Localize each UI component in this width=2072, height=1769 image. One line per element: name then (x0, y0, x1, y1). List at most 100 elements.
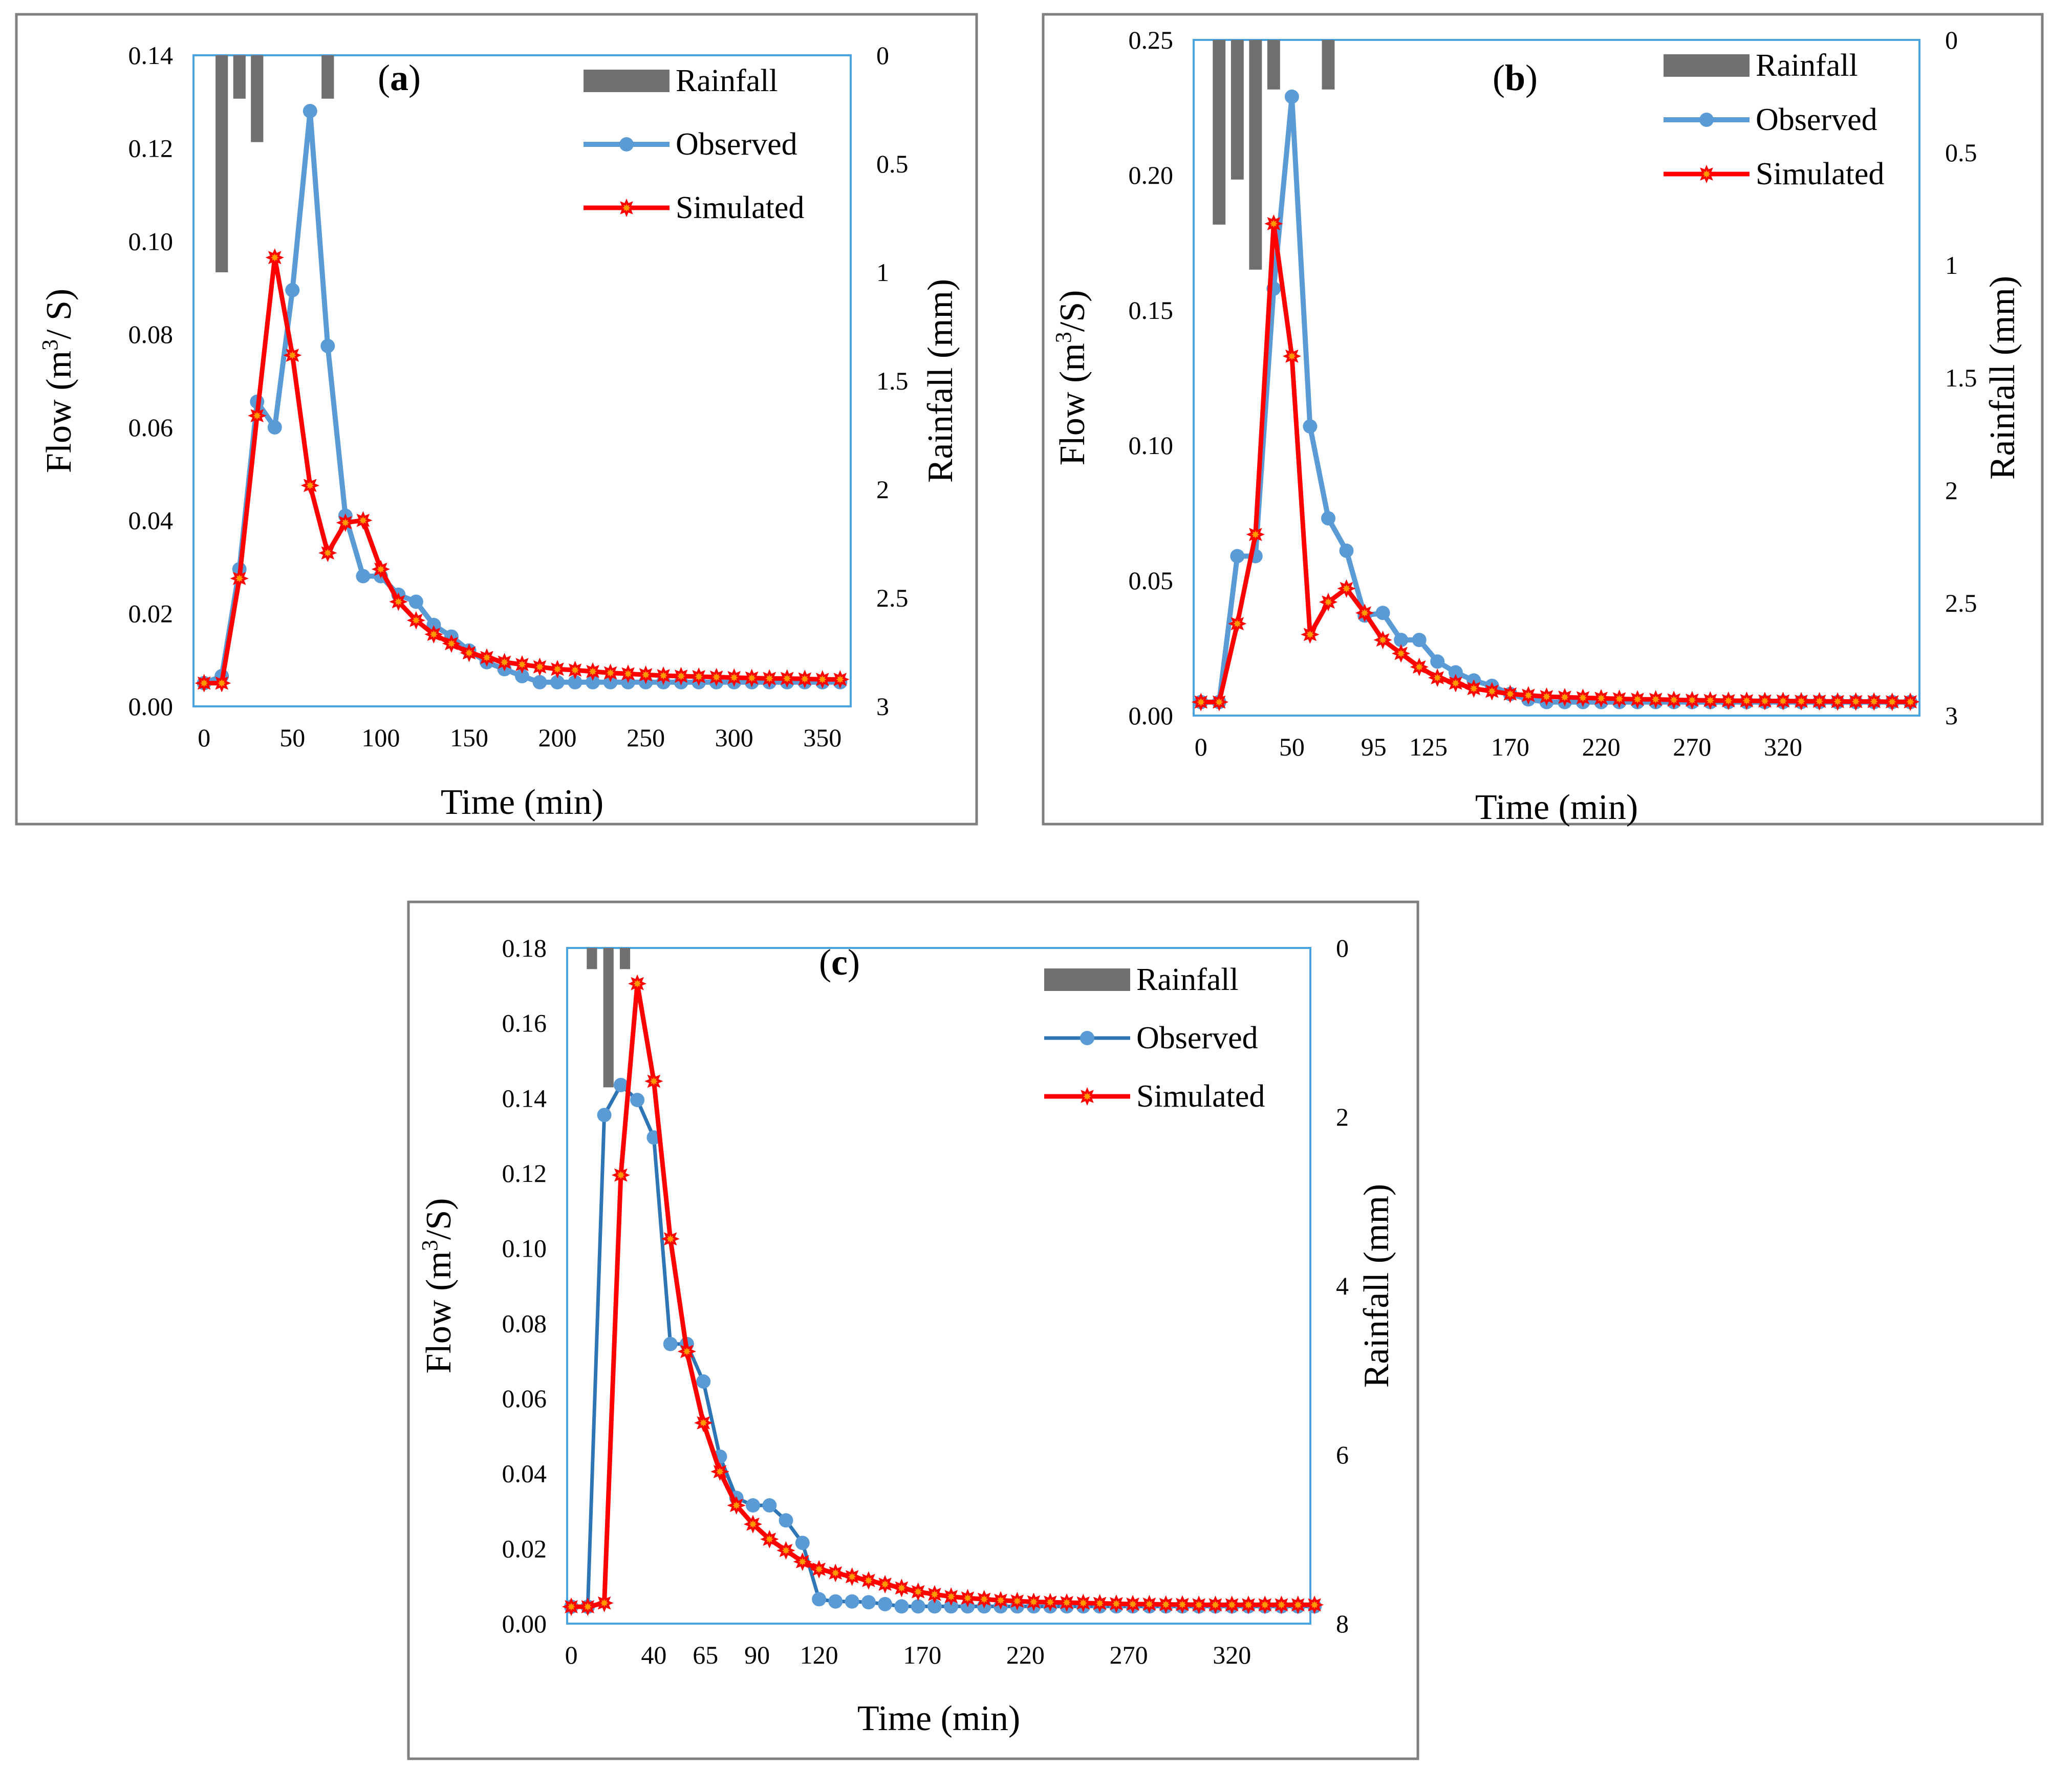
panel-label-paren: ) (408, 57, 421, 98)
y-tick-label: 0.20 (1129, 161, 1174, 189)
simulated-point (548, 660, 567, 679)
rainfall-bar (215, 55, 228, 272)
observed-point (532, 675, 547, 689)
rainfall-bar (1213, 40, 1226, 225)
y2-tick-label: 2.5 (876, 584, 909, 612)
observed-point (828, 1594, 843, 1609)
simulated-point (1355, 603, 1374, 622)
observed-point (603, 675, 618, 689)
legend-observed-marker (619, 137, 634, 152)
observed-point (1230, 549, 1245, 564)
simulated-point (595, 1593, 614, 1612)
observed-point (944, 1599, 959, 1614)
y-tick-label: 0.14 (502, 1084, 547, 1112)
y-tick-label: 0.14 (128, 41, 174, 70)
y-tick-label: 0.00 (1129, 701, 1174, 730)
chart-frame (1042, 13, 2044, 826)
simulated-point (694, 1413, 713, 1432)
observed-point (812, 1592, 827, 1607)
simulated-point (831, 670, 850, 689)
x-axis-title: Time (min) (857, 1699, 1020, 1738)
simulated-point (1090, 1594, 1109, 1613)
simulated-point (654, 666, 673, 685)
simulated-point (318, 544, 337, 563)
simulated-point (1256, 1595, 1275, 1614)
y2-tick-label: 1 (1945, 251, 1958, 279)
simulated-series-line (1201, 221, 1911, 705)
simulated-point (1792, 692, 1811, 711)
legend-label: Simulated (676, 190, 804, 225)
rainfall-bar (1322, 40, 1335, 90)
observed-point (568, 675, 582, 689)
simulated-point (975, 1590, 994, 1609)
simulated-point (230, 569, 249, 588)
simulated-point (530, 657, 549, 676)
simulated-point (743, 1515, 763, 1534)
simulated-point (1774, 692, 1793, 710)
y2-tick-label: 1 (876, 258, 889, 287)
x-tick-label: 300 (715, 723, 753, 752)
x-tick-label: 120 (800, 1641, 838, 1669)
simulated-point (875, 1574, 895, 1594)
observed-point (1448, 665, 1463, 680)
simulated-point (1719, 691, 1738, 710)
y-tick-label: 0.10 (128, 227, 174, 255)
simulated-point (1682, 691, 1701, 709)
observed-point (746, 1498, 760, 1513)
simulated-point (636, 665, 655, 684)
y-tick-label: 0.00 (502, 1609, 547, 1638)
chart-b: 0.00 0.05 0.10 0.15 0.20 0.25 0 0.5 1 1.5 2 2.5 3 0 50… (1042, 13, 2044, 827)
y-axis-title-part: Flow (m (1053, 343, 1092, 465)
rainfall-bar (251, 55, 264, 142)
y-tick-label: 0.08 (128, 320, 174, 349)
rainfall-bar (233, 55, 246, 99)
x-tick-label: 125 (1409, 732, 1448, 761)
observed-point (663, 1336, 678, 1351)
simulated-point (1501, 684, 1520, 703)
simulated-point (778, 669, 796, 688)
observed-point (845, 1594, 859, 1609)
y-tick-label: 0.02 (128, 599, 174, 628)
simulated-point (1446, 674, 1465, 693)
x-tick-label: 0 (565, 1641, 578, 1669)
simulated-point (442, 634, 461, 653)
y2-tick-label: 0 (1945, 26, 1958, 54)
legend-rainfall-swatch (1664, 54, 1750, 77)
observed-point (1303, 419, 1318, 434)
simulated-point (942, 1587, 961, 1606)
simulated-point (727, 1496, 746, 1515)
simulated-point (1573, 688, 1592, 707)
simulated-point (1373, 631, 1392, 650)
rainfall-bar (619, 948, 631, 969)
simulated-point (578, 1597, 597, 1616)
simulated-point (1041, 1593, 1060, 1612)
simulated-point (1008, 1591, 1027, 1611)
chart-a: 0.00 0.02 0.04 0.06 0.08 0.10 0.12 0.14 0 0.5 1 1.5… (15, 13, 978, 826)
simulated-point (1665, 691, 1684, 709)
chart-frame (407, 900, 1419, 1760)
legend-label: Observed (676, 127, 797, 162)
y2-tick-label: 3 (876, 692, 889, 721)
x-tick-label: 270 (1110, 1641, 1148, 1669)
simulated-point (1107, 1594, 1126, 1613)
panel-label-letter: a (390, 57, 408, 98)
simulated-point (909, 1582, 927, 1601)
observed-point (630, 1093, 645, 1107)
y-tick-label: 0.16 (502, 1009, 547, 1038)
simulated-point (1610, 689, 1629, 708)
simulated-point (1591, 689, 1611, 708)
simulated-point (1701, 691, 1720, 710)
observed-point (550, 675, 565, 689)
y-tick-label: 0.02 (502, 1534, 547, 1563)
x-tick-label: 350 (803, 723, 841, 752)
panel-label-letter: c (831, 942, 848, 983)
simulated-point (1464, 679, 1483, 698)
y-tick-label: 0.10 (1129, 431, 1174, 460)
observed-point (1430, 654, 1445, 669)
observed-point (303, 104, 317, 118)
simulated-point (1737, 691, 1756, 710)
y2-tick-label: 2 (1945, 476, 1958, 505)
x-tick-label: 95 (1361, 732, 1387, 761)
legend-label: Rainfall (676, 63, 778, 98)
